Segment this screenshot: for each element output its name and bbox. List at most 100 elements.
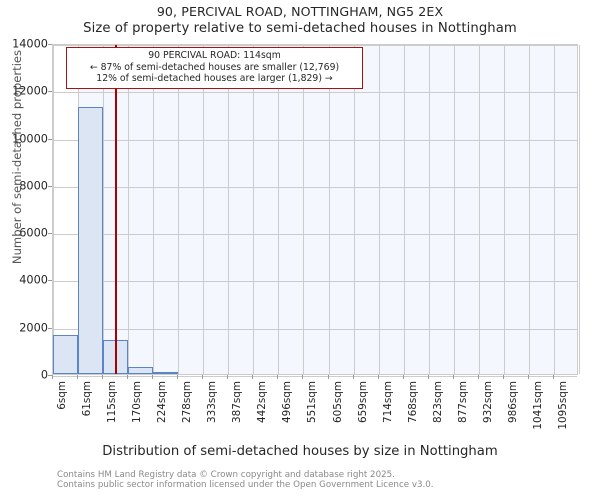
bar-61sqm <box>78 106 103 374</box>
y-axis-label: Number of semi-detached properties <box>10 49 24 265</box>
gridline-vertical <box>153 45 154 374</box>
x-tick-mark <box>77 375 78 379</box>
x-tick-mark <box>328 375 329 379</box>
x-tick-mark <box>152 375 153 379</box>
gridline-horizontal <box>53 281 577 283</box>
gridline-vertical <box>278 45 279 374</box>
y-tick-label: 2000 <box>19 321 48 335</box>
gridline-vertical <box>504 45 505 374</box>
x-tick-mark <box>503 375 504 379</box>
y-tick-label: 8000 <box>19 179 48 193</box>
gridline-vertical <box>228 45 229 374</box>
x-tick-label: 61sqm <box>81 381 93 417</box>
x-tick-label: 823sqm <box>432 381 444 423</box>
gridline-vertical <box>554 45 555 374</box>
gridline-vertical <box>379 45 380 374</box>
bar-224sqm <box>153 372 178 374</box>
y-tick-mark <box>48 233 52 235</box>
gridline-vertical <box>303 45 304 374</box>
x-tick-mark <box>52 375 53 379</box>
x-tick-label: 659sqm <box>357 381 369 423</box>
gridline-vertical <box>429 45 430 374</box>
y-tick-label: 10000 <box>12 132 48 146</box>
x-tick-mark <box>227 375 228 379</box>
y-tick-mark <box>48 138 52 140</box>
x-tick-mark <box>528 375 529 379</box>
x-tick-mark <box>202 375 203 379</box>
y-tick-mark <box>48 91 52 93</box>
gridline-horizontal <box>53 376 577 377</box>
y-tick-mark <box>48 375 52 376</box>
x-tick-label: 333sqm <box>206 381 218 423</box>
x-tick-label: 387sqm <box>231 381 243 423</box>
y-tick-label: 14000 <box>12 37 48 51</box>
gridline-vertical <box>354 45 355 374</box>
x-tick-mark <box>302 375 303 379</box>
gridline-vertical <box>329 45 330 374</box>
y-tick-label: 0 <box>40 368 48 382</box>
y-tick-label: 6000 <box>19 226 48 240</box>
x-tick-label: 932sqm <box>482 381 494 423</box>
footer-attribution: Contains HM Land Registry data © Crown c… <box>57 470 577 491</box>
x-tick-label: 224sqm <box>156 381 168 423</box>
x-tick-label: 496sqm <box>281 381 293 423</box>
x-tick-mark <box>127 375 128 379</box>
histogram-bars <box>53 45 577 374</box>
gridline-vertical <box>178 45 179 374</box>
x-tick-label: 6sqm <box>56 381 68 410</box>
x-tick-mark <box>403 375 404 379</box>
chart-title: 90, PERCIVAL ROAD, NOTTINGHAM, NG5 2EX <box>156 4 444 19</box>
y-tick-label: 4000 <box>19 273 48 287</box>
annotation-line-3: 12% of semi-detached houses are larger (… <box>96 73 333 85</box>
x-tick-mark <box>478 375 479 379</box>
y-axis: 0 2000 4000 6000 8000 10000 12000 14000 <box>0 38 52 382</box>
x-tick-mark <box>378 375 379 379</box>
bar-170sqm <box>128 366 153 374</box>
y-tick-mark <box>48 44 52 45</box>
x-tick-label: 1041sqm <box>532 381 544 430</box>
x-tick-label: 768sqm <box>407 381 419 423</box>
gridline-vertical <box>579 45 580 374</box>
annotation-line-2: ← 87% of semi-detached houses are smalle… <box>89 61 340 73</box>
gridline-horizontal <box>53 92 577 94</box>
gridline-vertical <box>454 45 455 374</box>
y-tick-label: 12000 <box>12 84 48 98</box>
x-tick-mark <box>353 375 354 379</box>
gridline-horizontal <box>53 139 577 141</box>
x-tick-label: 442sqm <box>256 381 268 423</box>
gridline-horizontal <box>53 328 577 330</box>
annotation-box: 90 PERCIVAL ROAD: 114sqm ← 87% of semi-d… <box>66 47 363 89</box>
gridline-vertical <box>529 45 530 374</box>
x-tick-label: 551sqm <box>306 381 318 423</box>
x-tick-mark <box>428 375 429 379</box>
property-marker-line <box>115 45 117 374</box>
x-tick-mark <box>553 375 554 379</box>
bar-6sqm <box>53 335 78 374</box>
x-tick-mark <box>277 375 278 379</box>
x-tick-label: 605sqm <box>332 381 344 423</box>
plot-area <box>52 44 580 377</box>
plot-left-margin <box>53 45 79 374</box>
y-tick-mark <box>48 327 52 329</box>
x-tick-mark <box>252 375 253 379</box>
x-tick-label: 877sqm <box>457 381 469 423</box>
chart-subtitle: Size of property relative to semi-detach… <box>83 21 517 36</box>
y-tick-mark <box>48 280 52 282</box>
x-tick-label: 714sqm <box>382 381 394 423</box>
footer-line-2: Contains public sector information licen… <box>57 480 434 491</box>
x-tick-mark <box>453 375 454 379</box>
gridline-vertical <box>404 45 405 374</box>
x-tick-label: 1095sqm <box>557 381 569 430</box>
annotation-line-1: 90 PERCIVAL ROAD: 114sqm <box>148 50 281 61</box>
footer-line-1: Contains HM Land Registry data © Crown c… <box>57 470 395 480</box>
gridline-vertical <box>128 45 129 374</box>
x-tick-mark <box>177 375 178 379</box>
gridline-horizontal <box>53 45 577 46</box>
x-tick-label: 986sqm <box>507 381 519 423</box>
x-tick-label: 278sqm <box>181 381 193 423</box>
y-tick-mark <box>48 185 52 187</box>
x-tick-mark <box>102 375 103 379</box>
gridline-vertical <box>103 45 104 374</box>
x-tick-label: 115sqm <box>106 381 118 423</box>
